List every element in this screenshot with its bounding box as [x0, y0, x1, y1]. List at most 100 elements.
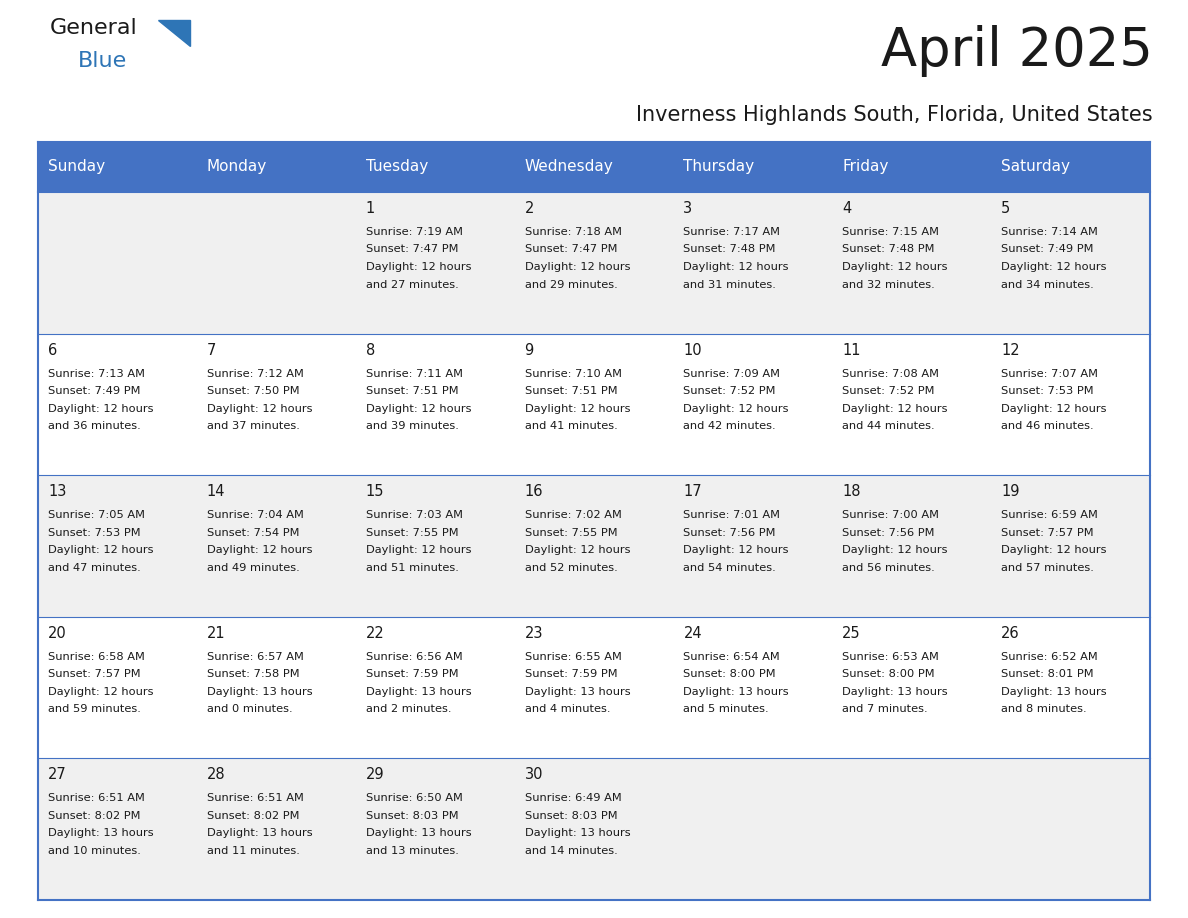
- Text: Daylight: 12 hours: Daylight: 12 hours: [842, 545, 948, 555]
- Text: 2: 2: [525, 201, 533, 216]
- Text: Sunset: 7:59 PM: Sunset: 7:59 PM: [366, 669, 459, 679]
- Text: Thursday: Thursday: [683, 160, 754, 174]
- Text: 28: 28: [207, 767, 226, 782]
- Text: Sunrise: 7:15 AM: Sunrise: 7:15 AM: [842, 227, 940, 237]
- Text: 3: 3: [683, 201, 693, 216]
- Text: Sunset: 7:52 PM: Sunset: 7:52 PM: [683, 386, 776, 396]
- Text: Sunrise: 7:03 AM: Sunrise: 7:03 AM: [366, 510, 462, 521]
- Text: Sunset: 7:59 PM: Sunset: 7:59 PM: [525, 669, 618, 679]
- Text: and 14 minutes.: and 14 minutes.: [525, 845, 618, 856]
- Text: 9: 9: [525, 342, 533, 358]
- Text: Daylight: 13 hours: Daylight: 13 hours: [1001, 687, 1107, 697]
- Text: and 10 minutes.: and 10 minutes.: [48, 845, 141, 856]
- Text: Daylight: 13 hours: Daylight: 13 hours: [207, 828, 312, 838]
- Text: Sunrise: 7:14 AM: Sunrise: 7:14 AM: [1001, 227, 1098, 237]
- Text: Sunset: 8:00 PM: Sunset: 8:00 PM: [683, 669, 776, 679]
- Text: and 52 minutes.: and 52 minutes.: [525, 563, 618, 573]
- Text: Daylight: 12 hours: Daylight: 12 hours: [207, 404, 312, 414]
- Text: Daylight: 12 hours: Daylight: 12 hours: [525, 262, 630, 272]
- Text: 25: 25: [842, 626, 861, 641]
- Text: Daylight: 12 hours: Daylight: 12 hours: [366, 545, 472, 555]
- Text: Daylight: 12 hours: Daylight: 12 hours: [48, 545, 153, 555]
- Text: Daylight: 13 hours: Daylight: 13 hours: [366, 687, 472, 697]
- Text: Daylight: 12 hours: Daylight: 12 hours: [842, 404, 948, 414]
- Text: Sunset: 8:02 PM: Sunset: 8:02 PM: [207, 811, 299, 821]
- Bar: [38, 758, 1150, 900]
- Text: Sunrise: 6:54 AM: Sunrise: 6:54 AM: [683, 652, 781, 662]
- Text: 12: 12: [1001, 342, 1019, 358]
- Text: Daylight: 12 hours: Daylight: 12 hours: [1001, 262, 1107, 272]
- Text: Daylight: 12 hours: Daylight: 12 hours: [1001, 404, 1107, 414]
- Text: Sunset: 7:50 PM: Sunset: 7:50 PM: [207, 386, 299, 396]
- Text: 6: 6: [48, 342, 57, 358]
- Text: 22: 22: [366, 626, 385, 641]
- Text: Sunset: 7:51 PM: Sunset: 7:51 PM: [366, 386, 459, 396]
- Text: and 13 minutes.: and 13 minutes.: [366, 845, 459, 856]
- Text: Sunset: 7:51 PM: Sunset: 7:51 PM: [525, 386, 618, 396]
- Text: Daylight: 13 hours: Daylight: 13 hours: [842, 687, 948, 697]
- Text: Sunrise: 7:04 AM: Sunrise: 7:04 AM: [207, 510, 304, 521]
- Text: and 59 minutes.: and 59 minutes.: [48, 704, 141, 714]
- Text: Sunset: 8:03 PM: Sunset: 8:03 PM: [525, 811, 618, 821]
- Text: and 51 minutes.: and 51 minutes.: [366, 563, 459, 573]
- Text: Sunrise: 7:13 AM: Sunrise: 7:13 AM: [48, 369, 145, 378]
- Text: Sunrise: 6:52 AM: Sunrise: 6:52 AM: [1001, 652, 1098, 662]
- Text: 23: 23: [525, 626, 543, 641]
- Text: 26: 26: [1001, 626, 1019, 641]
- Text: Sunrise: 7:05 AM: Sunrise: 7:05 AM: [48, 510, 145, 521]
- Text: Tuesday: Tuesday: [366, 160, 428, 174]
- Text: Sunrise: 7:17 AM: Sunrise: 7:17 AM: [683, 227, 781, 237]
- Bar: [38, 617, 1150, 758]
- Text: Sunrise: 7:11 AM: Sunrise: 7:11 AM: [366, 369, 462, 378]
- Text: 1: 1: [366, 201, 375, 216]
- Text: Sunrise: 7:00 AM: Sunrise: 7:00 AM: [842, 510, 940, 521]
- Text: and 31 minutes.: and 31 minutes.: [683, 279, 776, 289]
- Text: and 42 minutes.: and 42 minutes.: [683, 421, 776, 431]
- Text: Sunset: 7:53 PM: Sunset: 7:53 PM: [1001, 386, 1094, 396]
- Text: Sunrise: 7:10 AM: Sunrise: 7:10 AM: [525, 369, 621, 378]
- Text: Daylight: 12 hours: Daylight: 12 hours: [683, 545, 789, 555]
- Text: Sunset: 7:58 PM: Sunset: 7:58 PM: [207, 669, 299, 679]
- Text: Sunset: 7:56 PM: Sunset: 7:56 PM: [842, 528, 935, 538]
- Text: and 54 minutes.: and 54 minutes.: [683, 563, 776, 573]
- Text: Sunrise: 7:07 AM: Sunrise: 7:07 AM: [1001, 369, 1098, 378]
- Text: 5: 5: [1001, 201, 1010, 216]
- Text: Monday: Monday: [207, 160, 267, 174]
- Text: and 36 minutes.: and 36 minutes.: [48, 421, 140, 431]
- Text: Sunset: 8:01 PM: Sunset: 8:01 PM: [1001, 669, 1094, 679]
- Text: Saturday: Saturday: [1001, 160, 1070, 174]
- Text: Sunrise: 7:01 AM: Sunrise: 7:01 AM: [683, 510, 781, 521]
- Text: Sunrise: 6:50 AM: Sunrise: 6:50 AM: [366, 793, 462, 803]
- Text: Sunrise: 6:58 AM: Sunrise: 6:58 AM: [48, 652, 145, 662]
- Text: Sunrise: 6:59 AM: Sunrise: 6:59 AM: [1001, 510, 1098, 521]
- Text: Sunset: 7:49 PM: Sunset: 7:49 PM: [1001, 244, 1094, 254]
- Text: Sunrise: 6:53 AM: Sunrise: 6:53 AM: [842, 652, 940, 662]
- Text: and 47 minutes.: and 47 minutes.: [48, 563, 140, 573]
- Text: Sunrise: 6:49 AM: Sunrise: 6:49 AM: [525, 793, 621, 803]
- Text: and 29 minutes.: and 29 minutes.: [525, 279, 618, 289]
- Text: Blue: Blue: [78, 51, 127, 71]
- Text: Sunset: 8:03 PM: Sunset: 8:03 PM: [366, 811, 459, 821]
- Text: Daylight: 13 hours: Daylight: 13 hours: [683, 687, 789, 697]
- Bar: [38, 476, 1150, 617]
- Text: 18: 18: [842, 484, 861, 499]
- Text: Wednesday: Wednesday: [525, 160, 613, 174]
- Text: Sunrise: 7:19 AM: Sunrise: 7:19 AM: [366, 227, 462, 237]
- Text: 20: 20: [48, 626, 67, 641]
- Text: Sunset: 7:48 PM: Sunset: 7:48 PM: [842, 244, 935, 254]
- Text: and 44 minutes.: and 44 minutes.: [842, 421, 935, 431]
- Text: Sunset: 7:55 PM: Sunset: 7:55 PM: [525, 528, 618, 538]
- Text: and 49 minutes.: and 49 minutes.: [207, 563, 299, 573]
- Text: and 7 minutes.: and 7 minutes.: [842, 704, 928, 714]
- Text: Daylight: 12 hours: Daylight: 12 hours: [683, 404, 789, 414]
- Text: Sunset: 7:57 PM: Sunset: 7:57 PM: [1001, 528, 1094, 538]
- Text: Sunrise: 7:02 AM: Sunrise: 7:02 AM: [525, 510, 621, 521]
- Text: Sunset: 7:56 PM: Sunset: 7:56 PM: [683, 528, 776, 538]
- Text: Daylight: 13 hours: Daylight: 13 hours: [525, 828, 630, 838]
- Text: and 41 minutes.: and 41 minutes.: [525, 421, 618, 431]
- Text: Sunrise: 7:18 AM: Sunrise: 7:18 AM: [525, 227, 621, 237]
- Text: Sunset: 7:55 PM: Sunset: 7:55 PM: [366, 528, 459, 538]
- Bar: [38, 142, 1150, 192]
- Text: Daylight: 13 hours: Daylight: 13 hours: [366, 828, 472, 838]
- Text: and 46 minutes.: and 46 minutes.: [1001, 421, 1094, 431]
